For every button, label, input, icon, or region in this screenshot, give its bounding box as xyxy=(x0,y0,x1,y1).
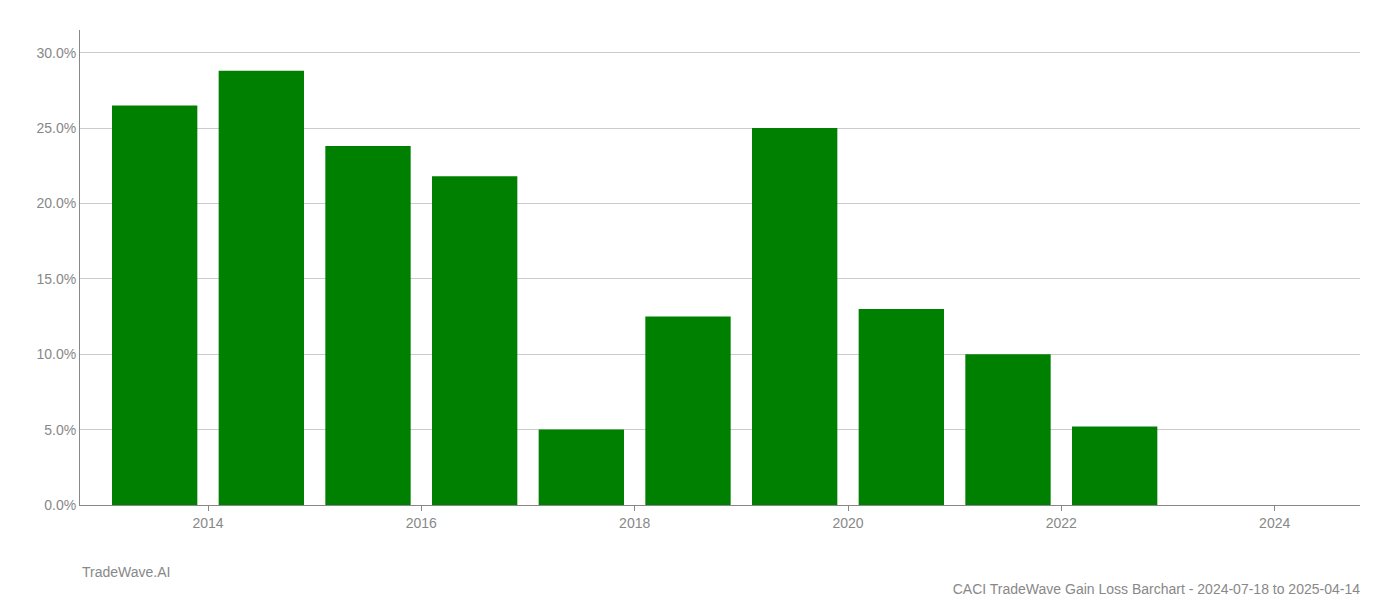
svg-text:20.0%: 20.0% xyxy=(36,195,76,211)
svg-text:30.0%: 30.0% xyxy=(36,45,76,61)
svg-text:5.0%: 5.0% xyxy=(44,422,76,438)
svg-text:CACI TradeWave Gain Loss Barch: CACI TradeWave Gain Loss Barchart - 2024… xyxy=(953,581,1360,597)
svg-text:2014: 2014 xyxy=(192,515,223,531)
svg-text:2018: 2018 xyxy=(619,515,650,531)
svg-text:2022: 2022 xyxy=(1046,515,1077,531)
svg-text:2020: 2020 xyxy=(832,515,863,531)
svg-text:2016: 2016 xyxy=(406,515,437,531)
svg-text:15.0%: 15.0% xyxy=(36,271,76,287)
svg-text:10.0%: 10.0% xyxy=(36,346,76,362)
svg-text:TradeWave.AI: TradeWave.AI xyxy=(82,564,170,580)
svg-text:25.0%: 25.0% xyxy=(36,120,76,136)
svg-text:0.0%: 0.0% xyxy=(44,497,76,513)
svg-text:2024: 2024 xyxy=(1259,515,1290,531)
